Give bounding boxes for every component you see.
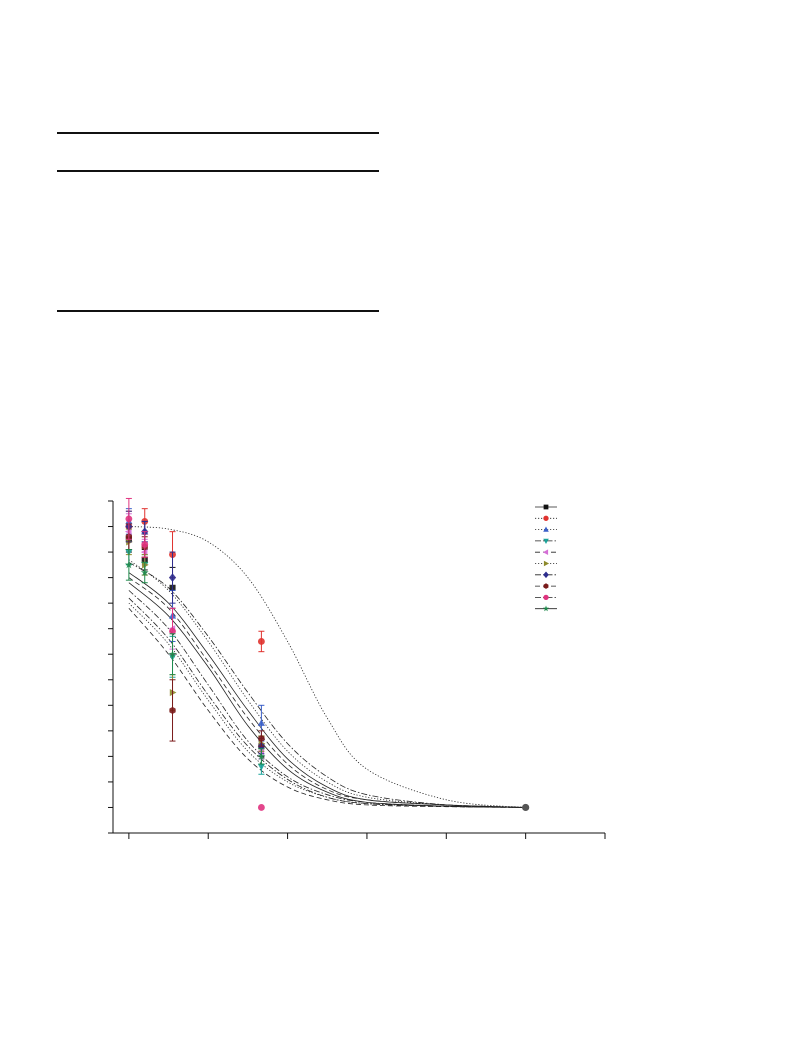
table-header-rule: [57, 170, 379, 172]
fit-curve: [128, 572, 526, 808]
marker: [168, 573, 177, 582]
legend-marker: [543, 526, 549, 532]
marker: [140, 548, 148, 556]
marker: [169, 688, 177, 697]
fit-curve: [128, 577, 526, 808]
fit-curve: [128, 582, 526, 808]
marker: [124, 560, 133, 569]
legend-marker: [543, 571, 549, 579]
fit-curve: [128, 608, 526, 808]
fit-curve: [128, 561, 526, 808]
legend-marker: [542, 549, 549, 555]
legend-marker: [543, 560, 550, 567]
legend-marker: [542, 605, 550, 612]
marker: [169, 706, 176, 715]
marker: [257, 638, 265, 645]
legend-marker: [543, 504, 549, 510]
legend-marker: [543, 538, 549, 544]
legend-marker: [543, 594, 549, 601]
marker: [522, 803, 530, 812]
marker: [142, 561, 149, 569]
fit-curve: [128, 559, 526, 808]
fit-curve: [128, 590, 526, 808]
marker: [257, 804, 265, 811]
table-bottom-rule: [57, 310, 379, 312]
marker: [140, 568, 149, 576]
marker: [125, 515, 133, 523]
legend-marker: [543, 515, 549, 521]
fit-curve: [128, 602, 526, 808]
marker: [258, 734, 265, 743]
legend-marker: [543, 583, 549, 589]
marker: [168, 650, 177, 658]
marker: [141, 540, 149, 548]
fit-curve: [128, 526, 526, 808]
marker: [124, 528, 132, 536]
marker: [257, 752, 266, 760]
marker: [257, 719, 265, 726]
fit-curve: [128, 597, 526, 808]
table-top-rule: [57, 132, 379, 134]
marker: [257, 763, 265, 771]
marker: [169, 627, 176, 635]
